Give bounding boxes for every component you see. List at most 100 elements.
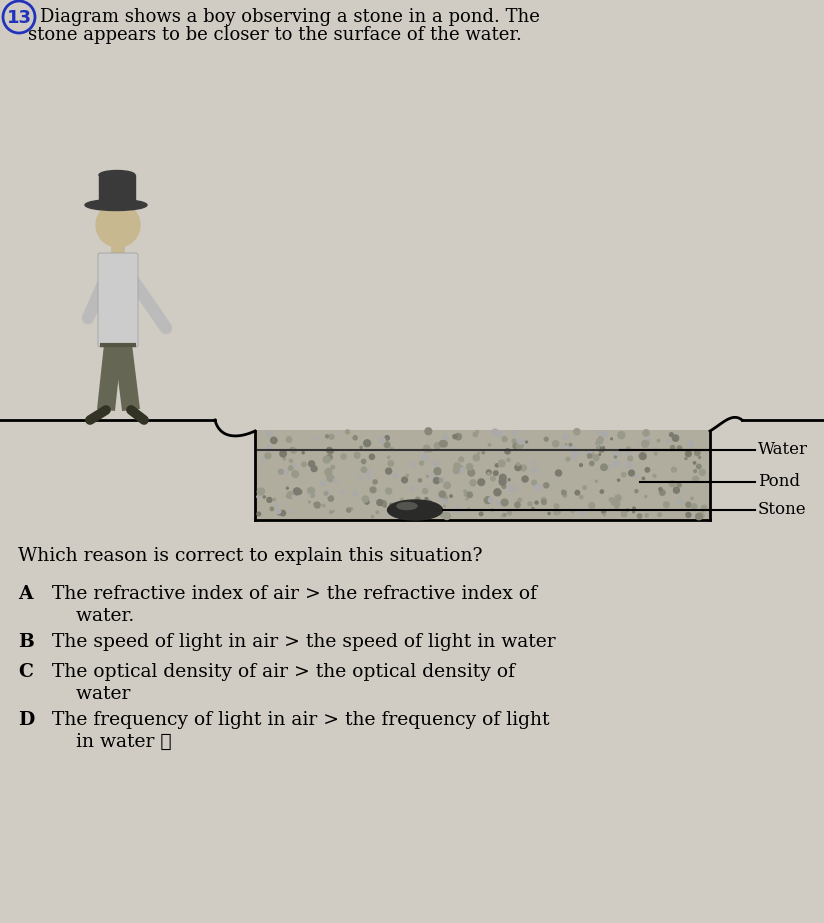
Circle shape [433,477,439,484]
Circle shape [363,439,371,447]
Circle shape [596,480,597,482]
Circle shape [480,512,483,516]
Circle shape [314,438,317,441]
Circle shape [287,487,288,489]
Circle shape [441,441,447,447]
Circle shape [531,508,534,509]
FancyBboxPatch shape [98,253,138,347]
Circle shape [444,496,447,498]
Circle shape [439,479,442,482]
Circle shape [606,465,611,470]
Circle shape [503,477,505,479]
Circle shape [635,474,638,477]
Circle shape [278,512,280,515]
Circle shape [478,452,480,454]
Ellipse shape [85,199,147,210]
Circle shape [424,486,429,492]
Circle shape [629,470,634,476]
Circle shape [591,478,593,481]
Circle shape [489,497,494,502]
Circle shape [642,440,648,448]
Circle shape [376,511,378,513]
Circle shape [491,510,493,513]
Circle shape [571,509,574,512]
Circle shape [658,439,660,442]
Circle shape [545,438,548,441]
Circle shape [499,478,506,485]
Circle shape [565,443,567,445]
Circle shape [291,448,297,453]
Circle shape [522,476,528,482]
Circle shape [406,474,409,476]
Circle shape [307,494,310,497]
Circle shape [386,488,391,494]
Circle shape [428,450,432,452]
Circle shape [400,498,404,501]
Circle shape [598,437,603,441]
Circle shape [611,438,612,439]
Circle shape [588,454,592,458]
Circle shape [639,453,646,460]
Text: The refractive index of air > the refractive index of: The refractive index of air > the refrac… [52,585,537,603]
Circle shape [454,462,461,470]
Circle shape [363,496,368,502]
Circle shape [626,447,630,450]
Circle shape [419,462,424,465]
Circle shape [438,509,442,512]
Circle shape [289,460,293,462]
Circle shape [325,469,332,475]
Bar [256,430,709,520]
Circle shape [513,444,517,449]
Circle shape [443,505,445,507]
Circle shape [555,470,561,476]
Circle shape [314,502,321,508]
Circle shape [603,513,606,516]
Circle shape [324,492,328,495]
Circle shape [489,444,490,446]
Circle shape [345,430,349,434]
Circle shape [485,497,491,504]
Circle shape [623,484,625,485]
Circle shape [384,442,390,448]
Circle shape [366,470,371,474]
Circle shape [439,496,444,501]
Circle shape [302,462,307,467]
Circle shape [365,500,369,504]
Circle shape [293,488,301,495]
Circle shape [677,483,681,487]
Circle shape [583,485,587,489]
Circle shape [309,461,315,467]
Circle shape [501,499,508,506]
Circle shape [368,476,371,479]
Circle shape [614,462,619,466]
Circle shape [590,462,594,465]
Circle shape [691,504,697,509]
Circle shape [311,466,317,472]
Circle shape [563,435,569,440]
Circle shape [325,458,328,461]
Circle shape [267,432,271,437]
Circle shape [596,443,597,445]
Circle shape [416,497,419,501]
Circle shape [693,462,695,464]
Circle shape [643,441,647,445]
Circle shape [377,499,383,506]
Circle shape [512,439,516,443]
Circle shape [455,434,461,440]
Circle shape [331,465,335,469]
Circle shape [644,438,650,444]
Circle shape [515,488,517,491]
Text: stone appears to be closer to the surface of the water.: stone appears to be closer to the surfac… [28,26,522,44]
Circle shape [354,452,360,458]
Circle shape [334,478,338,483]
Circle shape [508,479,510,481]
Circle shape [677,499,681,503]
Circle shape [450,495,452,497]
Circle shape [693,476,699,482]
Circle shape [653,448,657,450]
Circle shape [434,443,441,449]
Circle shape [423,458,424,460]
Text: Water: Water [758,441,808,459]
Text: water: water [52,685,130,703]
Circle shape [508,511,512,515]
